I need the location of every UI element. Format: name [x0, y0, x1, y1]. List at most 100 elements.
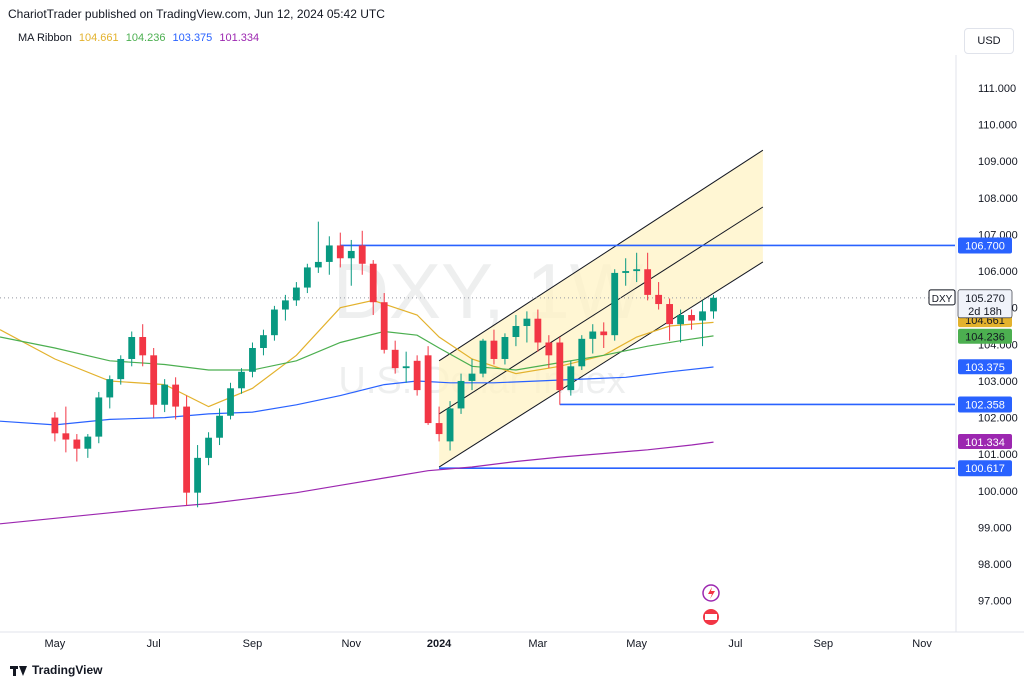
candle-body-10 — [161, 384, 169, 405]
ma-price-tag-4 — [958, 433, 1012, 449]
y-tick-label-9: 102.000 — [978, 413, 1018, 425]
candle-body-6 — [117, 358, 125, 380]
candle-body-44 — [534, 318, 542, 343]
publisher-header: ChariotTrader published on TradingView.c… — [8, 7, 385, 21]
ma-value-4: 101.334 — [219, 32, 260, 44]
candle-body-12 — [183, 406, 191, 493]
candle-body-34 — [424, 355, 432, 424]
candle-body-29 — [369, 263, 377, 303]
candle-body-50 — [600, 331, 608, 336]
candle-body-38 — [468, 373, 476, 381]
candle-body-40 — [490, 340, 498, 359]
candle-body-60 — [710, 297, 717, 312]
candle-body-1 — [62, 433, 70, 440]
candle-body-9 — [150, 355, 158, 405]
x-tick-label-9: Nov — [912, 638, 932, 650]
ma-value-2: 104.236 — [125, 32, 166, 44]
level-tag-label-0: 106.700 — [965, 240, 1005, 252]
y-tick-label-1: 110.000 — [978, 120, 1017, 132]
candle-body-35 — [435, 423, 443, 435]
candle-body-4 — [95, 397, 103, 437]
ma-price-tag-label-1: 104.661 — [965, 315, 1005, 327]
current-symbol-label: DXY — [932, 294, 953, 305]
candle-body-14 — [205, 437, 212, 458]
x-tick-label-8: Sep — [813, 638, 833, 650]
candle-body-36 — [446, 408, 454, 442]
y-tick-label-3: 108.000 — [978, 193, 1018, 205]
candle-body-16 — [227, 388, 234, 416]
candle-body-3 — [84, 436, 92, 449]
candle-body-32 — [402, 366, 410, 369]
level-tag-2 — [958, 460, 1012, 477]
channel-middle-line — [438, 206, 764, 415]
candle-body-5 — [106, 379, 114, 398]
ma-price-tag-label-3: 103.375 — [965, 362, 1005, 374]
candle-body-17 — [238, 371, 245, 389]
candle-body-58 — [688, 315, 695, 321]
candle-body-31 — [391, 349, 399, 369]
tradingview-footer[interactable]: TradingView — [10, 663, 102, 677]
candle-body-59 — [699, 311, 706, 321]
ma-price-tag-2 — [958, 328, 1012, 344]
candle-body-24 — [314, 261, 322, 268]
candle-body-39 — [479, 340, 487, 374]
ma-price-tag-3 — [958, 359, 1012, 375]
channel-lower-line — [438, 261, 764, 468]
candle-body-13 — [194, 457, 201, 493]
candle-body-23 — [303, 267, 311, 288]
tradingview-brand-text: TradingView — [32, 663, 103, 677]
candle-body-55 — [655, 294, 663, 305]
us-flag-icon — [705, 614, 717, 620]
level-tag-0 — [958, 237, 1012, 254]
candle-body-19 — [260, 335, 267, 348]
y-tick-label-8: 103.000 — [978, 376, 1018, 388]
candle-body-26 — [336, 245, 344, 259]
candle-body-45 — [545, 342, 553, 356]
candle-body-53 — [633, 269, 641, 272]
candle-body-20 — [271, 309, 278, 336]
tradingview-logo-icon — [10, 664, 28, 676]
y-tick-label-14: 97.000 — [978, 596, 1012, 608]
candle-body-37 — [457, 380, 465, 409]
candle-body-22 — [292, 287, 300, 301]
candle-body-21 — [281, 300, 289, 310]
candle-body-25 — [325, 245, 333, 262]
ma-ribbon-legend[interactable]: MA Ribbon 104.661 104.236 103.375 101.33… — [18, 32, 263, 44]
ma-ribbon-label: MA Ribbon — [18, 32, 72, 44]
candle-body-27 — [347, 250, 355, 259]
x-tick-label-7: Jul — [728, 638, 742, 650]
candle-body-49 — [589, 331, 597, 339]
candle-body-41 — [501, 337, 509, 359]
x-tick-label-3: Nov — [341, 638, 361, 650]
y-tick-label-12: 99.000 — [978, 522, 1012, 534]
y-tick-label-2: 109.000 — [978, 156, 1018, 168]
y-tick-label-10: 101.000 — [978, 449, 1018, 461]
candle-body-11 — [172, 384, 180, 407]
channel-fill — [439, 150, 763, 468]
currency-button[interactable]: USD — [964, 28, 1014, 54]
candle-body-47 — [567, 366, 575, 391]
level-tag-label-2: 100.617 — [965, 463, 1005, 475]
candle-body-43 — [523, 318, 531, 327]
candle-body-0 — [51, 417, 59, 434]
candle-body-54 — [644, 269, 652, 295]
ma-value-3: 103.375 — [172, 32, 213, 44]
y-tick-label-0: 111.000 — [978, 83, 1016, 95]
x-tick-label-5: Mar — [528, 638, 547, 650]
candle-body-52 — [622, 271, 630, 273]
x-tick-label-2: Sep — [243, 638, 263, 650]
candle-body-7 — [128, 337, 136, 359]
candle-body-57 — [677, 315, 684, 325]
current-price-label: 105.270 — [965, 293, 1005, 305]
ma-price-tag-label-2: 104.236 — [965, 332, 1005, 344]
y-tick-label-11: 100.000 — [978, 486, 1018, 498]
ma-value-1: 104.661 — [78, 32, 119, 44]
channel-upper-line — [438, 149, 764, 362]
y-tick-label-13: 98.000 — [978, 559, 1012, 571]
candle-body-42 — [512, 326, 520, 338]
x-tick-label-1: Jul — [147, 638, 161, 650]
y-tick-label-5: 106.000 — [978, 266, 1018, 278]
candle-body-15 — [216, 415, 223, 438]
ma-line-3 — [0, 366, 714, 426]
